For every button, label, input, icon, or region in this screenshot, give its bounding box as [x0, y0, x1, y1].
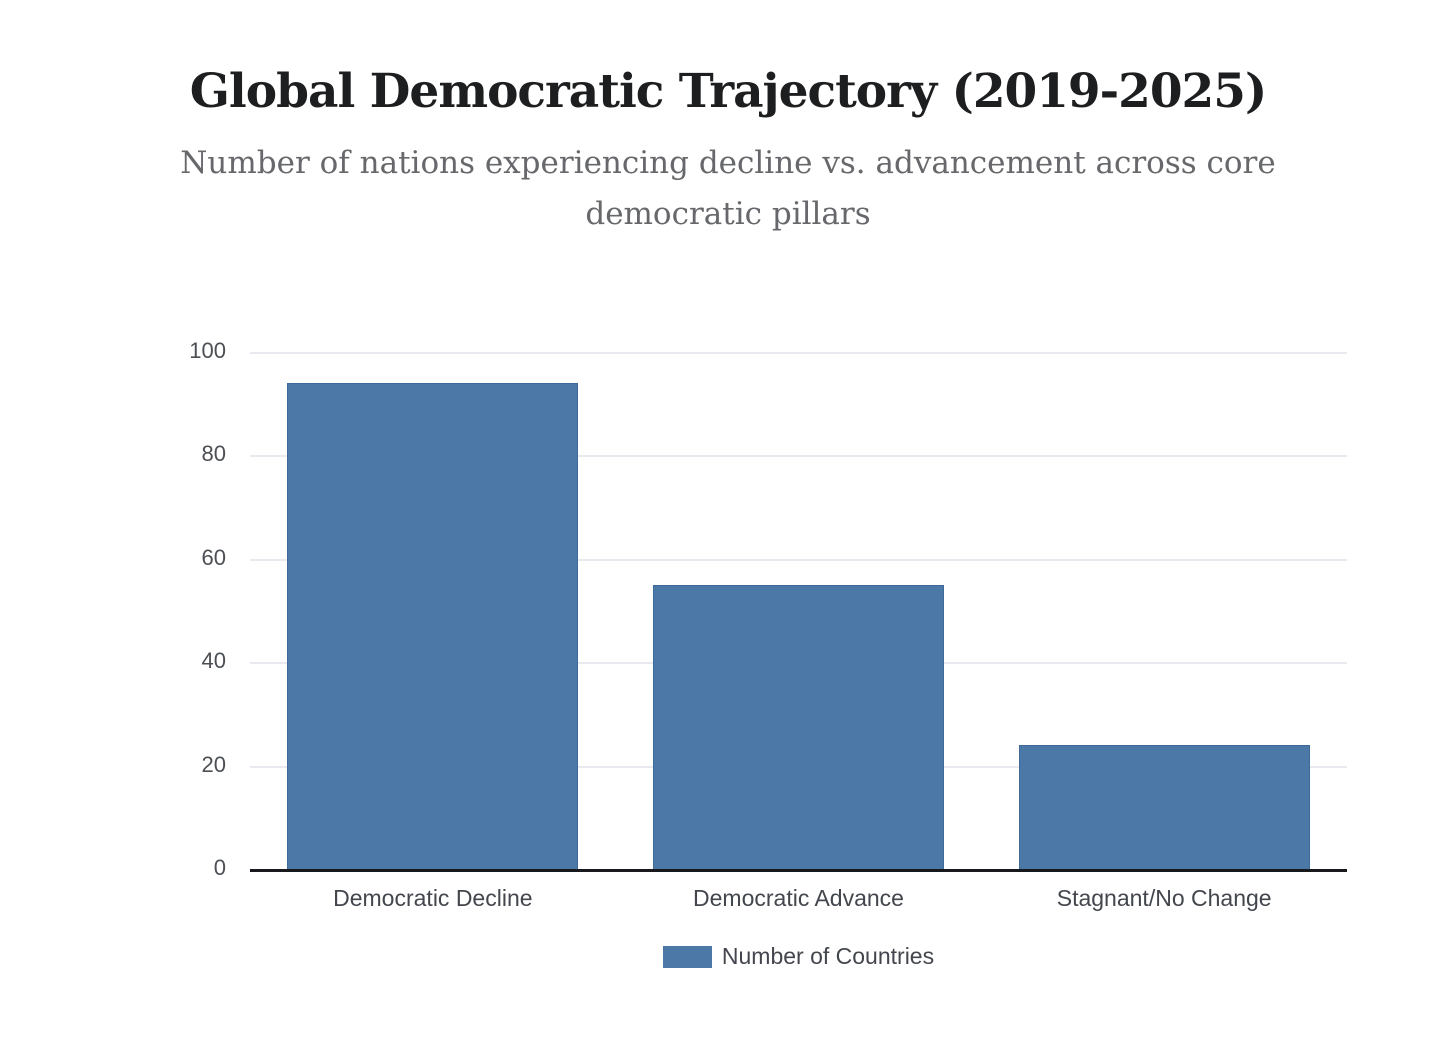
- bar-stagnant-no-change: [1018, 744, 1310, 869]
- plot-area: 0 20 40 60 80 100 Democratic Decline Democratic…: [189, 338, 1347, 911]
- legend-swatch: [662, 945, 712, 968]
- y-tick-label: 40: [201, 648, 226, 674]
- grid-line: [250, 352, 1347, 354]
- bar-democratic-advance: [653, 584, 944, 869]
- grid-line: [250, 455, 1347, 458]
- y-tick-label: 80: [201, 441, 226, 467]
- x-tick-label: Democratic Decline: [333, 885, 533, 911]
- x-tick-label: Stagnant/No Change: [1056, 885, 1272, 911]
- grid-line: [250, 558, 1347, 561]
- y-tick-label: 0: [213, 854, 226, 880]
- chart-title: Global Democratic Trajectory (2019-2025): [189, 64, 1267, 119]
- chart-subtitle: Number of nations experiencing decline v…: [180, 145, 1276, 232]
- y-tick-label: 100: [189, 337, 226, 363]
- y-tick-label: 60: [201, 544, 226, 570]
- x-tick-label: Democratic Advance: [693, 885, 904, 911]
- bar-democratic-decline: [287, 383, 579, 869]
- legend: Number of Countries: [250, 943, 1347, 970]
- y-tick-label: 20: [201, 751, 226, 777]
- legend-label: Number of Countries: [721, 943, 935, 969]
